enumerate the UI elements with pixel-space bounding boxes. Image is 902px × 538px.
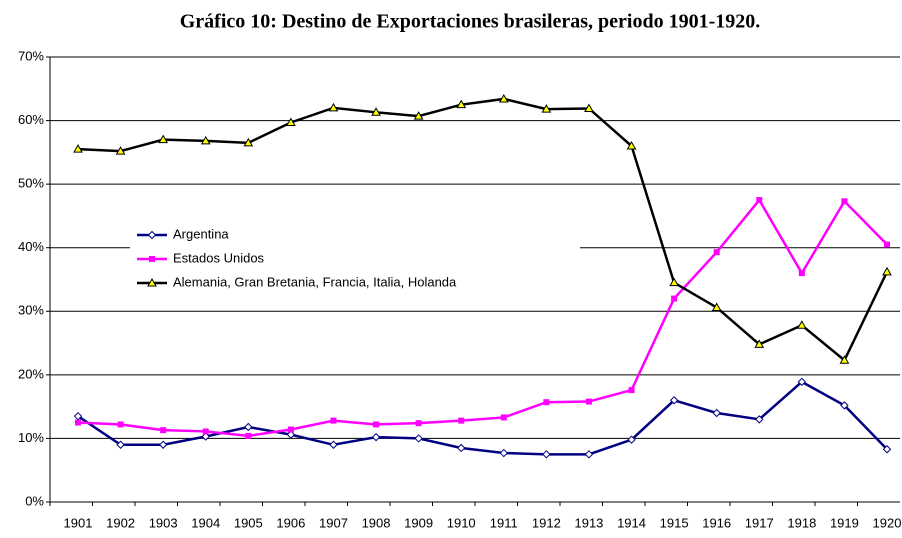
marker: [414, 434, 423, 443]
y-tick-label: 0%: [25, 493, 44, 508]
marker: [713, 249, 720, 256]
x-tick-label: 1907: [319, 515, 348, 530]
x-tick-label: 1911: [490, 515, 518, 530]
x-tick-label: 1909: [404, 515, 433, 530]
marker: [147, 277, 157, 287]
marker: [584, 103, 594, 112]
marker: [797, 377, 807, 387]
marker: [371, 432, 381, 442]
marker: [147, 230, 157, 240]
marker: [585, 398, 592, 405]
marker: [882, 445, 892, 454]
marker: [286, 117, 296, 126]
marker: [160, 427, 167, 434]
marker: [244, 422, 253, 432]
x-tick-label: 1902: [106, 515, 135, 530]
chart-title: Gráfico 10: Destino de Exportaciones bra…: [180, 11, 761, 33]
marker: [882, 266, 892, 276]
series-line: [77, 97, 889, 363]
marker: [627, 435, 636, 444]
y-tick-label: 50%: [18, 176, 44, 191]
marker: [840, 401, 849, 410]
marker: [415, 420, 422, 427]
x-tick-label: 1918: [787, 515, 816, 530]
marker: [158, 440, 168, 449]
marker: [541, 104, 552, 113]
marker: [158, 134, 169, 144]
marker: [243, 137, 254, 147]
marker: [543, 399, 550, 406]
marker: [584, 450, 594, 459]
marker: [75, 419, 81, 426]
marker: [628, 387, 635, 394]
marker: [330, 417, 337, 424]
marker: [884, 241, 890, 248]
marker: [841, 198, 848, 205]
marker: [200, 135, 211, 145]
y-tick-label: 60%: [18, 112, 44, 127]
marker: [245, 432, 252, 439]
marker: [711, 302, 722, 311]
y-tick-label: 70%: [18, 48, 44, 63]
marker: [413, 111, 424, 120]
marker: [149, 256, 155, 262]
marker: [756, 197, 763, 204]
x-tick-label: 1904: [191, 515, 220, 530]
x-tick-label: 1901: [64, 515, 93, 530]
marker: [202, 428, 209, 435]
x-tick-label: 1917: [745, 515, 774, 530]
marker: [669, 277, 679, 287]
marker: [287, 426, 294, 433]
x-tick-label: 1903: [149, 515, 178, 530]
marker: [626, 140, 637, 150]
marker: [839, 355, 850, 364]
marker: [671, 295, 678, 302]
marker: [798, 270, 805, 277]
marker: [457, 443, 466, 453]
x-tick-label: 1910: [447, 515, 476, 530]
marker: [498, 93, 509, 103]
marker: [796, 320, 807, 329]
marker: [329, 440, 338, 449]
x-tick-label: 1913: [574, 515, 603, 530]
marker: [500, 414, 507, 421]
x-tick-label: 1916: [702, 515, 731, 530]
marker: [669, 396, 679, 405]
legend-label: Alemania, Gran Bretania, Francia, Italia…: [173, 274, 457, 289]
x-tick-label: 1906: [276, 515, 305, 530]
marker: [201, 432, 210, 441]
marker: [373, 421, 380, 428]
x-tick-label: 1919: [830, 515, 859, 530]
series-line: [77, 197, 888, 438]
legend-label: Estados Unidos: [173, 250, 265, 265]
marker: [755, 415, 764, 424]
series-line: [77, 380, 888, 456]
marker: [115, 146, 126, 155]
marker: [712, 408, 721, 418]
x-tick-label: 1914: [617, 515, 646, 530]
y-tick-label: 30%: [18, 303, 44, 318]
marker: [286, 430, 296, 439]
marker: [456, 99, 467, 109]
marker: [116, 440, 125, 449]
marker: [73, 144, 83, 153]
marker: [371, 107, 381, 116]
y-tick-label: 10%: [18, 430, 44, 445]
marker: [499, 448, 508, 458]
y-tick-label: 40%: [18, 239, 44, 254]
x-tick-label: 1915: [660, 515, 689, 530]
marker: [458, 417, 465, 424]
x-tick-label: 1912: [532, 515, 561, 530]
x-tick-label: 1905: [234, 515, 263, 530]
marker: [328, 102, 339, 112]
marker: [754, 339, 765, 348]
legend-label: Argentina: [173, 226, 229, 241]
x-tick-label: 1908: [362, 515, 391, 530]
marker: [117, 421, 124, 428]
y-tick-label: 20%: [18, 366, 44, 381]
x-tick-label: 1920: [873, 515, 902, 530]
legend-box: [130, 222, 580, 300]
marker: [542, 450, 551, 459]
